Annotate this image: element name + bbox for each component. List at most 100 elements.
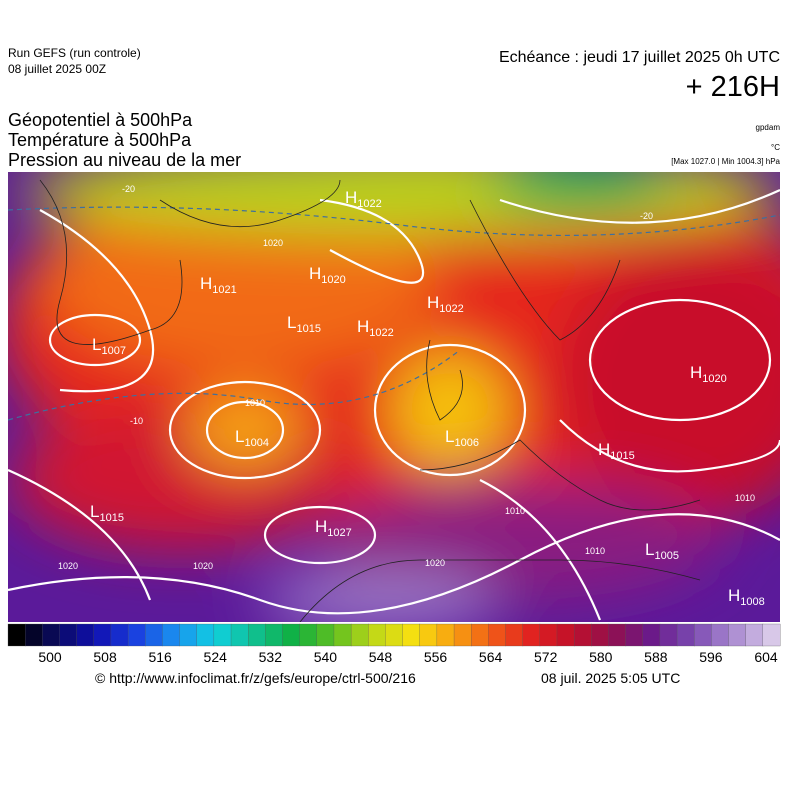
contour-label: -10: [130, 416, 143, 426]
colorbar-cell: [625, 623, 644, 647]
center-kind: L: [92, 335, 101, 354]
contour-label: 1010: [735, 493, 755, 503]
colorbar-cell: [453, 623, 472, 647]
colorbar-cell: [248, 623, 266, 647]
contour-label: 1010: [505, 506, 525, 516]
center-value: 1022: [357, 198, 381, 210]
colorbar-cell: [694, 623, 712, 647]
colorbar-cell: [76, 623, 95, 647]
colorbar-tick-label: 588: [644, 649, 668, 665]
colorbar-cell: [471, 623, 489, 647]
contour-label: -20: [122, 184, 135, 194]
colorbar-tick-label: 500: [38, 649, 62, 665]
colorbar-cell: [539, 623, 558, 647]
center-kind: H: [357, 317, 369, 336]
colorbar-cell: [230, 623, 249, 647]
generated: 08 juil. 2025 5:05 UTC: [541, 670, 680, 686]
colorbar-cell: [573, 623, 592, 647]
pressure-center: L1005: [645, 540, 679, 562]
run-date: 08 juillet 2025 00Z: [8, 62, 106, 76]
pressure-center: H1022: [427, 293, 464, 315]
center-value: 1015: [99, 512, 123, 524]
colorbar-cell: [282, 623, 301, 647]
colorbar-cell: [350, 623, 369, 647]
colorbar-cell: [488, 623, 506, 647]
colorbar-cell: [59, 623, 78, 647]
colorbar-tick-label: 604: [754, 649, 778, 665]
unit: [Max 1027.0 | Min 1004.3] hPa: [671, 157, 780, 166]
pressure-center: L1004: [235, 427, 269, 449]
colorbar-cell: [213, 623, 232, 647]
contour-label: 1010: [245, 398, 265, 408]
colorbar-cell: [608, 623, 627, 647]
colorbar-cell: [659, 623, 678, 647]
unit: °C: [771, 143, 780, 152]
center-value: 1022: [439, 303, 463, 315]
colorbar-cell: [419, 623, 438, 647]
pressure-center: H1022: [345, 188, 382, 210]
colorbar-tick-label: 540: [314, 649, 338, 665]
colorbar-cell: [402, 623, 421, 647]
center-kind: H: [598, 440, 610, 459]
colorbar-cell: [762, 623, 781, 647]
contour-label: 1020: [193, 561, 213, 571]
center-value: 1004: [244, 437, 268, 449]
pressure-center: H1020: [309, 264, 346, 286]
colorbar-cell: [642, 623, 661, 647]
colorbar-cell: [385, 623, 404, 647]
colorbar-cell: [591, 623, 609, 647]
colorbar-tick-label: 580: [589, 649, 613, 665]
colorbar-tick-label: 516: [148, 649, 172, 665]
valid-time: Echéance : jeudi 17 juillet 2025 0h UTC: [499, 49, 780, 66]
center-kind: L: [235, 427, 244, 446]
colorbar-cell: [7, 623, 26, 647]
colorbar-cell: [436, 623, 455, 647]
center-kind: H: [427, 293, 439, 312]
center-kind: L: [287, 313, 296, 332]
lead-time: + 216H: [686, 71, 780, 103]
colorbar-tick-label: 564: [479, 649, 503, 665]
colorbar-cell: [505, 623, 524, 647]
colorbar-cell: [711, 623, 729, 647]
center-value: 1015: [610, 450, 634, 462]
contour-label: -20: [640, 211, 653, 221]
center-kind: H: [315, 517, 327, 536]
colorbar-cell: [728, 623, 747, 647]
colorbar-cell: [265, 623, 283, 647]
colorbar-cell: [179, 623, 198, 647]
colorbar-tick-label: 548: [369, 649, 393, 665]
colorbar-cell: [745, 623, 764, 647]
run-label: Run GEFS (run controle): [8, 46, 141, 60]
center-value: 1006: [454, 437, 478, 449]
colorbar-cell: [127, 623, 146, 647]
title: Géopotentiel à 500hPa: [8, 110, 193, 130]
pressure-center: L1015: [90, 502, 124, 524]
colorbar-cell: [522, 623, 541, 647]
colorbar-cell: [556, 623, 575, 647]
title: Température à 500hPa: [8, 130, 192, 150]
center-value: 1020: [702, 373, 726, 385]
colorbar-cell: [25, 623, 43, 647]
colorbar-tick-label: 532: [259, 649, 283, 665]
pressure-center: H1027: [315, 517, 352, 539]
colorbar-cell: [333, 623, 352, 647]
center-kind: H: [345, 188, 357, 207]
center-kind: L: [645, 540, 654, 559]
colorbar-cell: [299, 623, 318, 647]
colorbar-tick-label: 508: [93, 649, 117, 665]
colorbar: 500 508 516 524 532 540 548 556 564 572 580 588 596 6…: [7, 623, 781, 665]
center-value: 1020: [321, 274, 345, 286]
pressure-center: L1015: [287, 313, 321, 335]
center-value: 1008: [740, 596, 764, 608]
pressure-center: H1020: [690, 363, 727, 385]
source: © http://www.infoclimat.fr/z/gefs/europe…: [95, 670, 416, 686]
center-value: 1007: [101, 345, 125, 357]
colorbar-cell: [145, 623, 163, 647]
contour-label: 1020: [425, 558, 445, 568]
center-kind: L: [445, 427, 454, 446]
contour-label: 1020: [263, 238, 283, 248]
center-value: 1021: [212, 284, 236, 296]
center-value: 1005: [654, 550, 678, 562]
